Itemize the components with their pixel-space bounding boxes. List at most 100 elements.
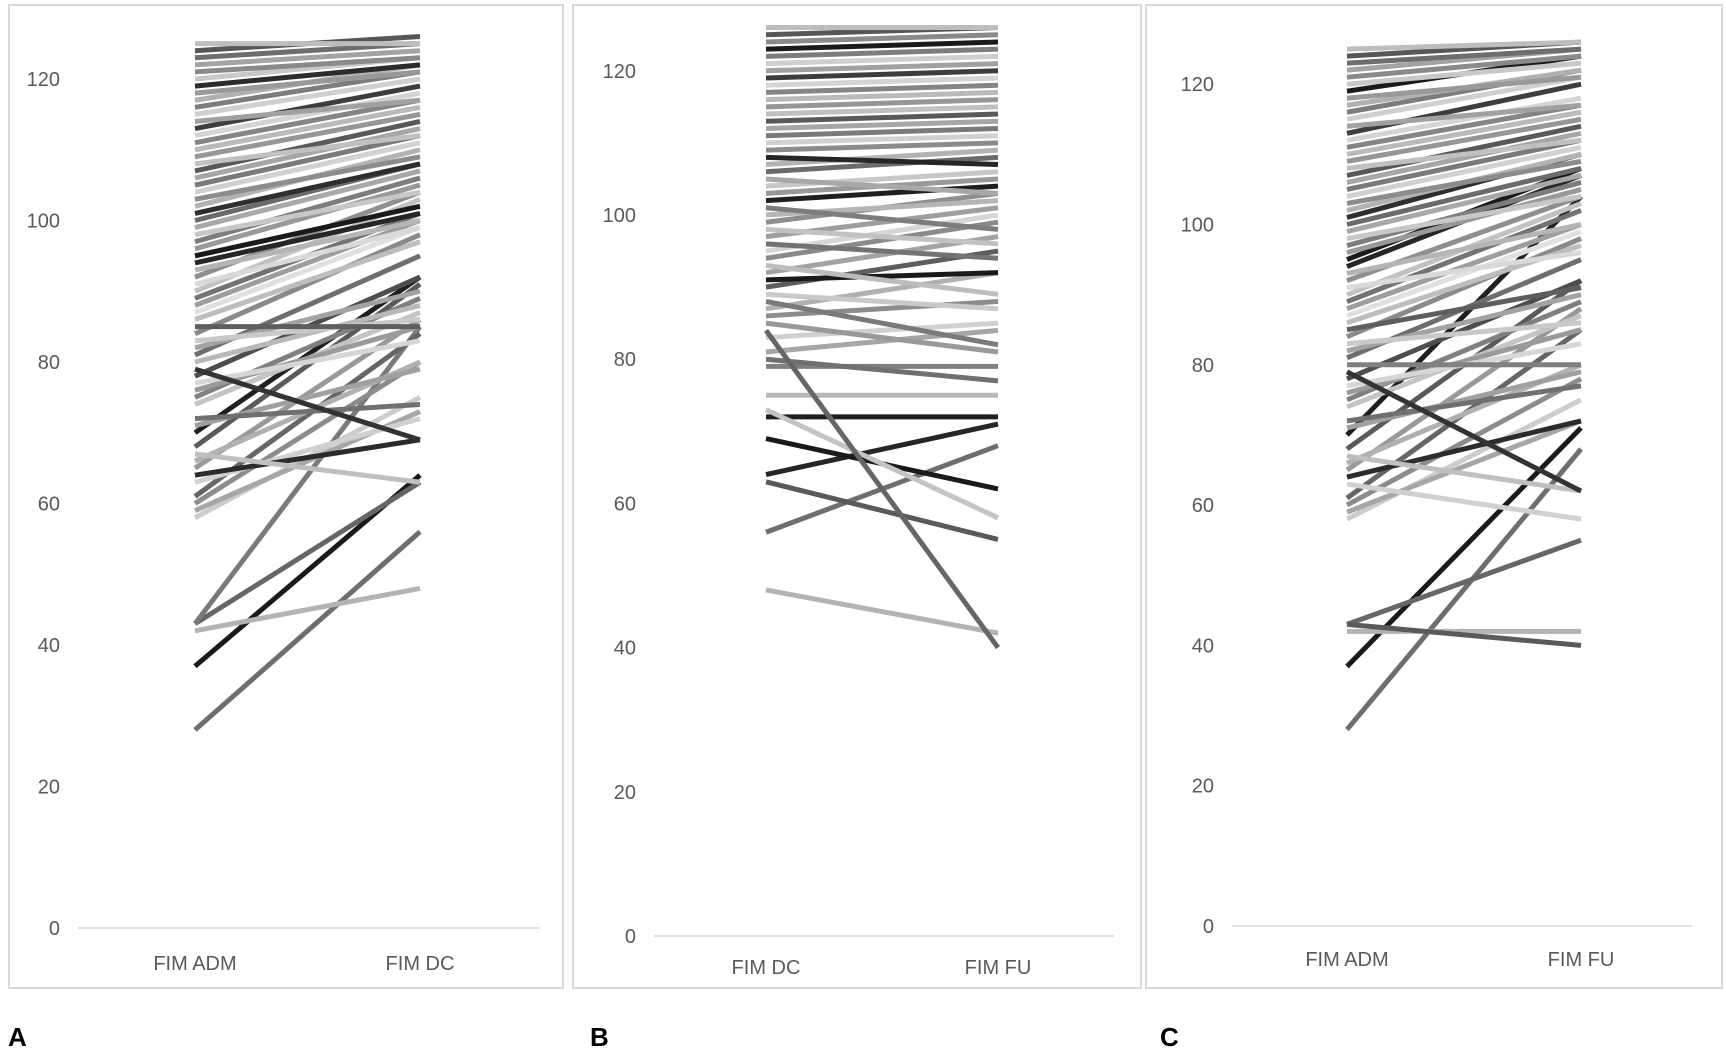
series-line: [194, 437, 421, 478]
series-line: [1346, 537, 1582, 627]
series-line: [1346, 137, 1582, 171]
series-line: [765, 241, 999, 261]
series-line: [1346, 327, 1582, 396]
series-line: [194, 210, 421, 266]
series-line: [765, 75, 999, 88]
panel-label-b: B: [590, 1022, 609, 1052]
series-line: [194, 366, 421, 443]
series-line: [1346, 60, 1582, 87]
series-line: [194, 168, 421, 230]
series-line: [765, 147, 999, 168]
series-line: [765, 356, 999, 384]
series-line: [1346, 193, 1582, 241]
panel-label-a: A: [8, 1022, 27, 1052]
series-line: [194, 140, 421, 195]
series-line: [1346, 53, 1582, 80]
series-line: [1346, 250, 1582, 291]
y-tick-label: 60: [614, 493, 636, 515]
series-line: [765, 118, 999, 131]
series-line: [765, 39, 999, 52]
series-line: [193, 480, 422, 626]
series-line: [193, 232, 422, 336]
series-line: [194, 451, 421, 485]
series-line: [194, 97, 421, 146]
series-line: [765, 320, 999, 355]
series-line: [194, 585, 421, 634]
series-line: [765, 97, 999, 110]
chart-a-svg: 0 20 40 60 80 100 120 FIM ADM FIM DC: [27, 34, 540, 975]
series-line: [1346, 222, 1582, 312]
y-tick-label: 20: [614, 782, 636, 804]
series-line: [194, 401, 421, 422]
series-line: [193, 529, 422, 732]
series-line: [765, 61, 999, 74]
series-line: [765, 133, 999, 146]
series-line: [765, 320, 999, 341]
series-line: [765, 270, 999, 312]
series-line: [765, 176, 999, 196]
series-line: [194, 104, 421, 153]
series-line: [765, 154, 999, 175]
series-line: [1346, 165, 1582, 227]
series-line: [765, 104, 999, 117]
series-line: [1346, 172, 1582, 234]
y-tick-label: 40: [38, 635, 60, 657]
panel-c: 0 20 40 60 80 100 120 FIM ADM FIM FU: [1145, 4, 1723, 989]
series-line: [765, 140, 999, 153]
panel-label-c: C: [1160, 1022, 1179, 1052]
series-line: [1346, 285, 1582, 333]
y-tick-label: 0: [49, 918, 60, 940]
series-line: [194, 76, 421, 117]
series-line: [765, 125, 999, 139]
series-line: [194, 317, 421, 344]
series-line: [1346, 383, 1582, 424]
series-line: [765, 479, 999, 542]
series-line: [194, 154, 421, 202]
series-line: [194, 225, 421, 315]
series-line: [1346, 222, 1582, 277]
series-line: [1346, 46, 1582, 66]
y-tick-label: 40: [614, 638, 636, 660]
series-line: [194, 239, 421, 322]
series-line: [194, 133, 421, 188]
y-tick-label: 20: [38, 777, 60, 799]
series-line: [194, 119, 421, 174]
y-tick-label: 60: [38, 494, 60, 516]
y-tick-label: 120: [603, 61, 636, 83]
series-line: [194, 62, 421, 89]
series-line: [1346, 481, 1582, 522]
series-line: [765, 154, 999, 168]
series-line: [1346, 418, 1582, 515]
series-line: [1346, 229, 1582, 319]
series-line: [765, 226, 999, 247]
series-line: [1346, 208, 1582, 304]
series-line: [1346, 418, 1582, 480]
y-tick-label: 20: [1192, 776, 1214, 798]
chart-c-svg: 0 20 40 60 80 100 120 FIM ADM FIM FU: [1181, 39, 1692, 971]
series-line: [765, 291, 999, 312]
series-line: [194, 48, 421, 68]
series-line: [1345, 369, 1583, 494]
x-category-label: FIM DC: [386, 953, 455, 975]
series-line: [1346, 187, 1582, 255]
y-tick-label: 100: [1181, 215, 1214, 237]
y-tick-label: 0: [1203, 916, 1214, 938]
series-line: [765, 327, 999, 355]
series-line: [1345, 376, 1583, 508]
series-line: [765, 46, 999, 59]
x-category-label: FIM ADM: [1305, 949, 1388, 971]
y-tick-label: 120: [27, 69, 60, 91]
series-line: [194, 218, 421, 273]
series-line: [194, 161, 421, 216]
series-line: [1346, 116, 1582, 164]
series-line: [194, 55, 421, 75]
x-category-label: FIM FU: [965, 957, 1032, 979]
series-line: [1346, 74, 1582, 101]
x-category-label: FIM ADM: [153, 953, 236, 975]
series-line: [765, 32, 999, 45]
series-line: [1346, 453, 1582, 494]
y-tick-label: 100: [27, 211, 60, 233]
series-line: [194, 69, 421, 96]
series-line: [765, 111, 999, 124]
series-line: [765, 53, 999, 67]
